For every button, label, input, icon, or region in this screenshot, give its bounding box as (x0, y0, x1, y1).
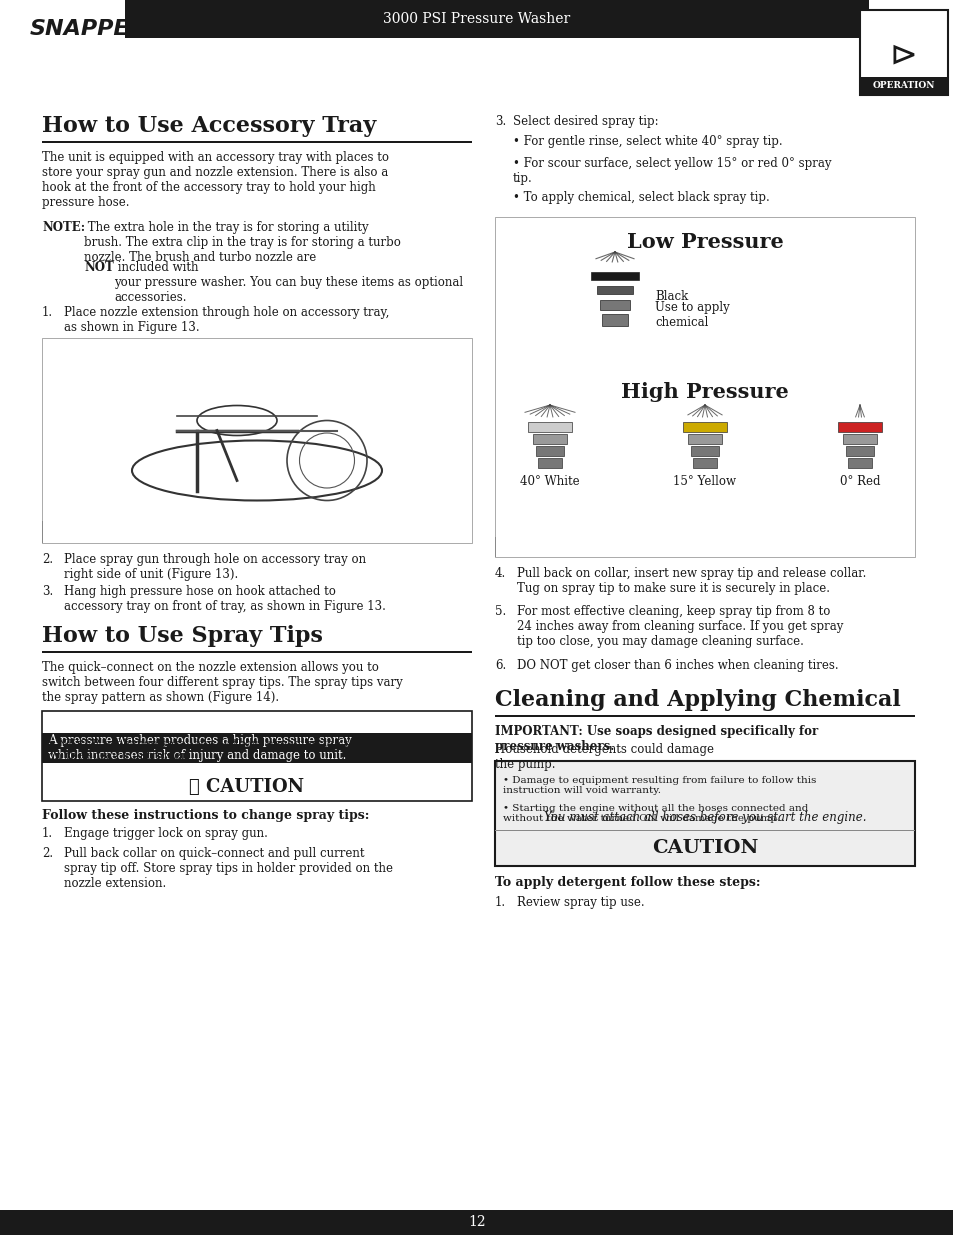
Bar (597, 287, 633, 294)
Text: A pressure washer produces a high pressure spray
which increases risk of injury : A pressure washer produces a high pressu… (48, 734, 352, 762)
Text: How to Use Accessory Tray: How to Use Accessory Tray (42, 115, 375, 137)
Text: included with
your pressure washer. You can buy these items as optional
accessor: included with your pressure washer. You … (113, 261, 462, 304)
Text: • Starting the engine without all the hoses connected and
without the water turn: • Starting the engine without all the ho… (502, 804, 807, 824)
Bar (42, 734, 472, 763)
Text: 12: 12 (468, 1215, 485, 1229)
Text: OPERATION: OPERATION (872, 82, 934, 90)
Text: ⚠ CAUTION: ⚠ CAUTION (190, 778, 304, 797)
Text: Review spray tip use.: Review spray tip use. (517, 897, 644, 909)
Text: Hang high pressure hose on hook attached to
accessory tray on front of tray, as : Hang high pressure hose on hook attached… (64, 585, 385, 613)
Bar (842, 433, 876, 445)
Bar (42, 338, 472, 543)
Text: ⊳: ⊳ (889, 38, 917, 72)
Bar (42, 141, 472, 143)
Text: Place spray gun through hole on accessory tray on
right side of unit (Figure 13): Place spray gun through hole on accessor… (64, 553, 366, 580)
Bar (495, 761, 914, 866)
Text: The extra hole in the tray is for storing a utility
brush. The extra clip in the: The extra hole in the tray is for storin… (84, 221, 400, 264)
Bar (682, 422, 726, 432)
Text: • Damage to equipment resulting from failure to follow this
instruction will voi: • Damage to equipment resulting from fai… (502, 776, 816, 795)
Text: The quick–connect on the nozzle extension allows you to
switch between four diff: The quick–connect on the nozzle extensio… (42, 661, 402, 704)
Bar (845, 446, 873, 456)
Text: 2.: 2. (42, 847, 53, 860)
Text: Engage trigger lock on spray gun.: Engage trigger lock on spray gun. (64, 827, 268, 840)
Bar (42, 521, 472, 543)
Bar (527, 422, 572, 432)
Bar (495, 537, 914, 557)
Bar (859, 10, 947, 95)
Text: 3000 PSI Pressure Washer: 3000 PSI Pressure Washer (383, 12, 570, 26)
Text: TM: TM (148, 28, 162, 40)
Text: Black: Black (655, 290, 687, 304)
Bar (847, 458, 871, 468)
Text: 6.: 6. (495, 659, 506, 672)
Text: SNAPPER: SNAPPER (30, 19, 147, 40)
Text: 1.: 1. (42, 306, 53, 319)
Text: For most effective cleaning, keep spray tip from 8 to
24 inches away from cleani: For most effective cleaning, keep spray … (517, 605, 842, 648)
Bar (42, 711, 472, 802)
Text: NOT: NOT (84, 261, 113, 274)
Bar (601, 314, 627, 326)
Bar (42, 651, 472, 653)
Bar (533, 433, 566, 445)
Text: Follow these instructions to change spray tips:: Follow these instructions to change spra… (42, 809, 369, 823)
Bar (537, 458, 561, 468)
Text: 3.: 3. (495, 115, 506, 128)
Text: NOTE:: NOTE: (42, 221, 85, 233)
Text: Pull back collar on quick–connect and pull current
spray tip off. Store spray ti: Pull back collar on quick–connect and pu… (64, 847, 393, 890)
Bar (859, 77, 947, 95)
Text: 40° White: 40° White (519, 475, 579, 488)
Text: 1.: 1. (42, 827, 53, 840)
Text: Household detergents could damage
the pump.: Household detergents could damage the pu… (495, 743, 713, 771)
Text: Figure 13 — Typical Accessory Tray: Figure 13 — Typical Accessory Tray (48, 527, 237, 536)
Text: You must attach all hoses before you start the engine.: You must attach all hoses before you sta… (543, 811, 865, 825)
Bar (495, 715, 914, 718)
Text: DO NOT get closer than 6 inches when cleaning tires.: DO NOT get closer than 6 inches when cle… (517, 659, 838, 672)
Bar (687, 433, 721, 445)
Text: • For gentle rinse, select white 40° spray tip.: • For gentle rinse, select white 40° spr… (513, 135, 781, 148)
Bar (125, 0, 868, 38)
Text: Select desired spray tip:: Select desired spray tip: (513, 115, 658, 128)
Bar (690, 446, 719, 456)
Text: 15° Yellow: 15° Yellow (673, 475, 736, 488)
Text: Place nozzle extension through hole on accessory tray,
as shown in Figure 13.: Place nozzle extension through hole on a… (64, 306, 389, 333)
Text: High Pressure: High Pressure (620, 382, 788, 403)
Text: • NEVER exchange spray tips without engaging the safety latch
on the spray gun t: • NEVER exchange spray tips without enga… (48, 739, 409, 761)
Bar (495, 830, 914, 831)
Text: How to Use Spray Tips: How to Use Spray Tips (42, 625, 322, 647)
Text: CAUTION: CAUTION (651, 839, 758, 857)
Text: 4.: 4. (495, 567, 506, 580)
Bar (536, 446, 563, 456)
Text: 0° Red: 0° Red (839, 475, 880, 488)
Text: Cleaning and Applying Chemical: Cleaning and Applying Chemical (495, 689, 900, 711)
Text: 5.: 5. (495, 605, 506, 618)
Bar (495, 217, 914, 557)
Bar (599, 300, 629, 310)
Text: To apply detergent follow these steps:: To apply detergent follow these steps: (495, 876, 760, 889)
Bar (837, 422, 882, 432)
Text: 3.: 3. (42, 585, 53, 598)
Text: The unit is equipped with an accessory tray with places to
store your spray gun : The unit is equipped with an accessory t… (42, 151, 389, 209)
Bar (692, 458, 717, 468)
Text: Figure 14 — Spray Tip Spray Patterns: Figure 14 — Spray Tip Spray Patterns (500, 542, 701, 552)
Bar (0, 1210, 953, 1235)
Text: Use to apply
chemical: Use to apply chemical (655, 301, 729, 329)
Text: IMPORTANT: Use soaps designed specifically for
pressure washers.: IMPORTANT: Use soaps designed specifical… (495, 725, 818, 753)
Text: Low Pressure: Low Pressure (626, 232, 782, 252)
Text: Pull back on collar, insert new spray tip and release collar.
Tug on spray tip t: Pull back on collar, insert new spray ti… (517, 567, 865, 595)
Text: • For scour surface, select yellow 15° or red 0° spray
tip.: • For scour surface, select yellow 15° o… (513, 157, 831, 185)
Text: • To apply chemical, select black spray tip.: • To apply chemical, select black spray … (513, 191, 769, 204)
Text: 1.: 1. (495, 897, 506, 909)
Bar (590, 272, 639, 280)
Text: 2.: 2. (42, 553, 53, 566)
